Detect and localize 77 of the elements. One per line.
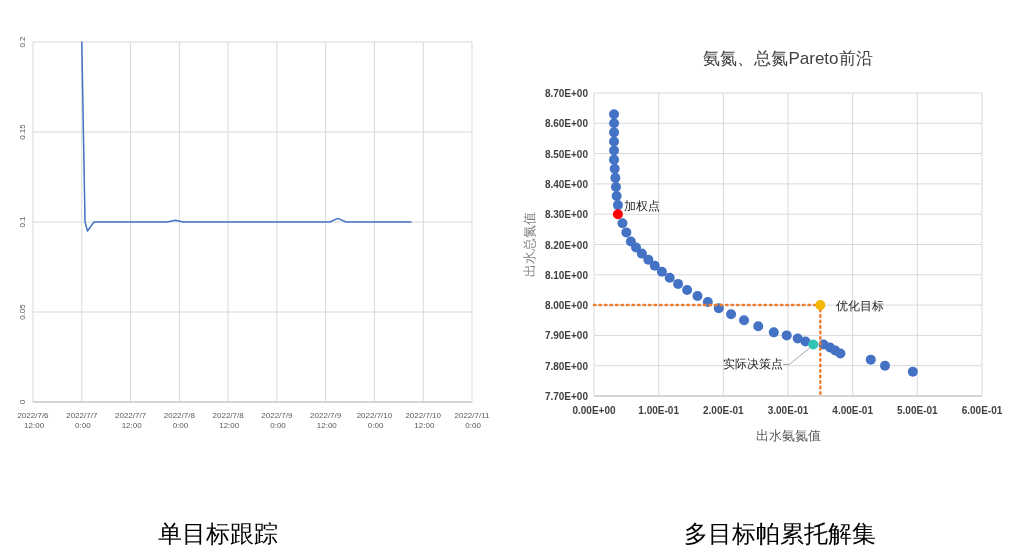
x-tick-label: 2022/7/10 0:00: [356, 411, 393, 430]
y-tick-label: 0: [18, 399, 27, 405]
text: 单目标跟踪: [158, 520, 278, 547]
point: [726, 309, 737, 320]
point: [609, 163, 620, 174]
y-axis-title: 出水总氮值: [522, 212, 537, 277]
y-tick-label: 8.30E+00: [544, 209, 589, 221]
y-tick-label: 8.00E+00: [544, 300, 589, 312]
point: [664, 272, 675, 283]
x-tick-label: 2022/7/7 12:00: [114, 411, 147, 430]
point: [656, 266, 667, 277]
point: [835, 348, 846, 359]
y-tick-label: 7.80E+00: [544, 360, 589, 372]
point: [611, 191, 622, 202]
point: [612, 200, 623, 211]
point: [612, 209, 623, 220]
point: [808, 339, 819, 350]
y-tick-label: 8.20E+00: [544, 239, 589, 251]
point: [692, 291, 703, 302]
point: [636, 248, 647, 259]
point: [609, 127, 620, 138]
point: [621, 227, 632, 238]
annotation: 实际决策点: [723, 357, 784, 372]
annotation: 优化目标: [836, 299, 885, 314]
y-tick-label: 8.40E+00: [544, 178, 589, 190]
x-tick-label: 2022/7/9 0:00: [261, 411, 294, 430]
point: [643, 254, 654, 265]
point: [673, 278, 684, 289]
y-tick-label: 0.15: [18, 123, 27, 140]
x-tick-label: 4.00E-01: [832, 405, 874, 416]
point: [617, 218, 628, 229]
y-tick-label: 0.2: [18, 35, 27, 48]
y-tick-label: 8.60E+00: [544, 118, 589, 130]
point: [610, 172, 621, 183]
y-tick-label: 7.70E+00: [544, 391, 589, 402]
y-tick-label: 7.90E+00: [544, 330, 589, 342]
x-tick-label: 5.00E-01: [897, 405, 939, 416]
point: [609, 109, 620, 120]
chart-title: 氨氮、总氮Pareto前沿: [703, 49, 873, 68]
x-tick-label: 2022/7/8 12:00: [212, 411, 245, 430]
point: [768, 327, 779, 338]
point: [631, 242, 642, 253]
point: [609, 154, 620, 165]
y-tick-label: 0.05: [18, 303, 27, 320]
y-tick-label: 8.10E+00: [544, 269, 589, 281]
y-tick-label: 0.1: [18, 215, 27, 228]
x-tick-label: 2022/7/10 12:00: [405, 411, 442, 430]
point: [610, 181, 621, 192]
point: [792, 333, 803, 344]
x-tick-label: 2022/7/7 0:00: [66, 411, 98, 430]
point: [609, 145, 620, 156]
annotation: 加权点: [623, 199, 660, 214]
x-tick-label: 2022/7/11 0:00: [454, 411, 491, 430]
point: [781, 330, 792, 341]
point: [865, 354, 876, 365]
line-series: [81, 41, 412, 232]
y-tick-label: 8.50E+00: [544, 148, 589, 160]
point: [739, 315, 750, 326]
y-tick-label: 8.70E+00: [544, 88, 589, 99]
x-tick-label: 1.00E-01: [638, 405, 680, 416]
x-tick-label: 2022/7/9 12:00: [310, 411, 342, 430]
point: [753, 321, 764, 332]
x-tick-label: 2022/7/6 12:00: [17, 411, 50, 430]
point: [609, 136, 620, 147]
x-tick-label: 6.00E-01: [961, 405, 1003, 416]
point: [649, 260, 660, 271]
x-axis-title: 出水氨氮值: [755, 428, 821, 443]
point: [609, 118, 620, 129]
point: [682, 284, 693, 295]
x-tick-label: 2.00E-01: [703, 405, 745, 416]
point: [880, 360, 890, 371]
x-tick-label: 2022/7/8 0:00: [163, 411, 196, 430]
point: [815, 300, 826, 311]
point: [907, 366, 918, 377]
x-tick-label: 3.00E-01: [767, 405, 809, 416]
x-tick-label: 0.00E+00: [572, 405, 616, 416]
text: 多目标帕累托解集: [684, 520, 876, 547]
